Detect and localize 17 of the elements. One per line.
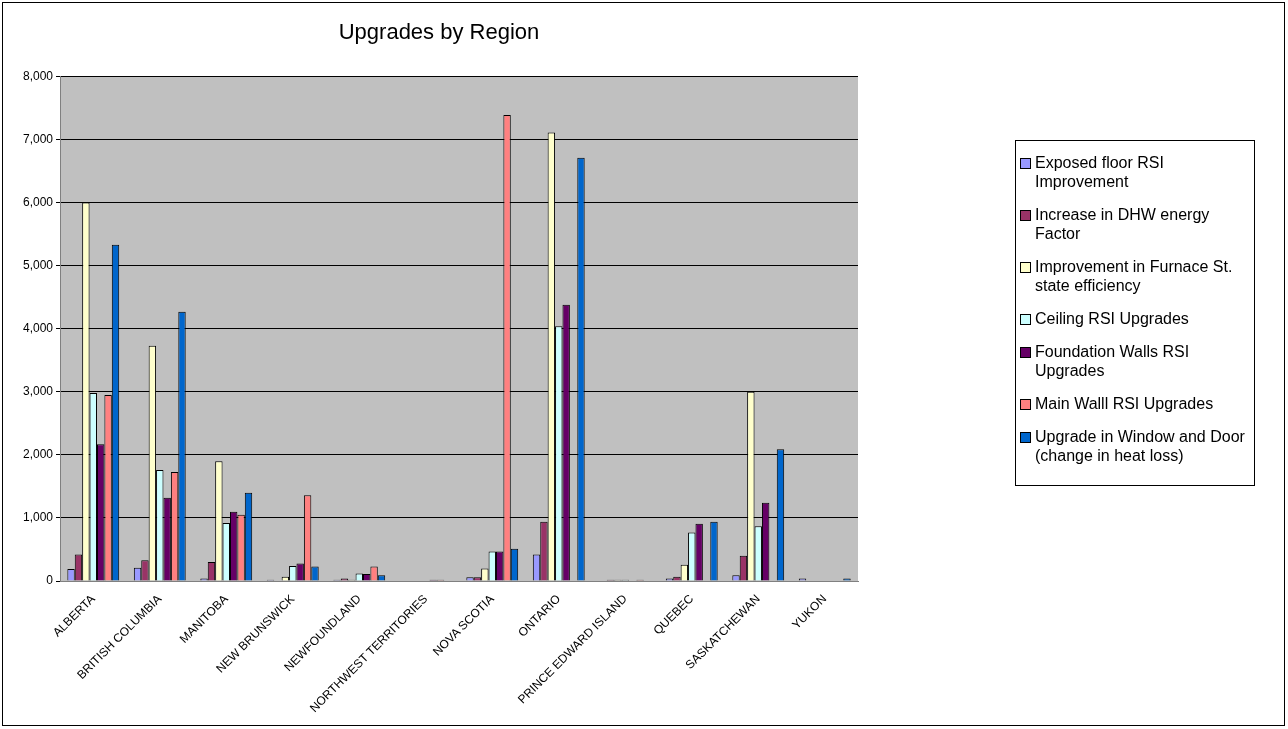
legend-label: Exposed floor RSI Improvement xyxy=(1035,153,1165,191)
y-tick-label: 7,000 xyxy=(23,131,54,146)
legend-label: Improvement in Furnace St. state efficiency xyxy=(1035,257,1234,295)
y-tick-label: 0 xyxy=(46,573,54,588)
y-tick-label: 6,000 xyxy=(23,194,54,209)
y-tick-label: 1,000 xyxy=(23,510,54,525)
y-tick-label: 8,000 xyxy=(23,68,54,83)
legend-label: Ceiling RSI Upgrades xyxy=(1035,309,1189,328)
y-tick-label: 2,000 xyxy=(23,447,54,462)
y-tick-label: 4,000 xyxy=(23,321,54,336)
legend-label: Foundation Walls RSI Upgrades xyxy=(1035,342,1191,380)
legend-label: Upgrade in Window and Door (change in heat loss) xyxy=(1035,427,1246,465)
legend-label: Main Walll RSI Upgrades xyxy=(1035,394,1214,413)
chart-title: Upgrades by Region xyxy=(338,19,540,45)
y-tick-label: 3,000 xyxy=(23,384,54,399)
legend-label: Increase in DHW energy Factor xyxy=(1035,205,1211,243)
y-tick-label: 5,000 xyxy=(23,257,54,272)
